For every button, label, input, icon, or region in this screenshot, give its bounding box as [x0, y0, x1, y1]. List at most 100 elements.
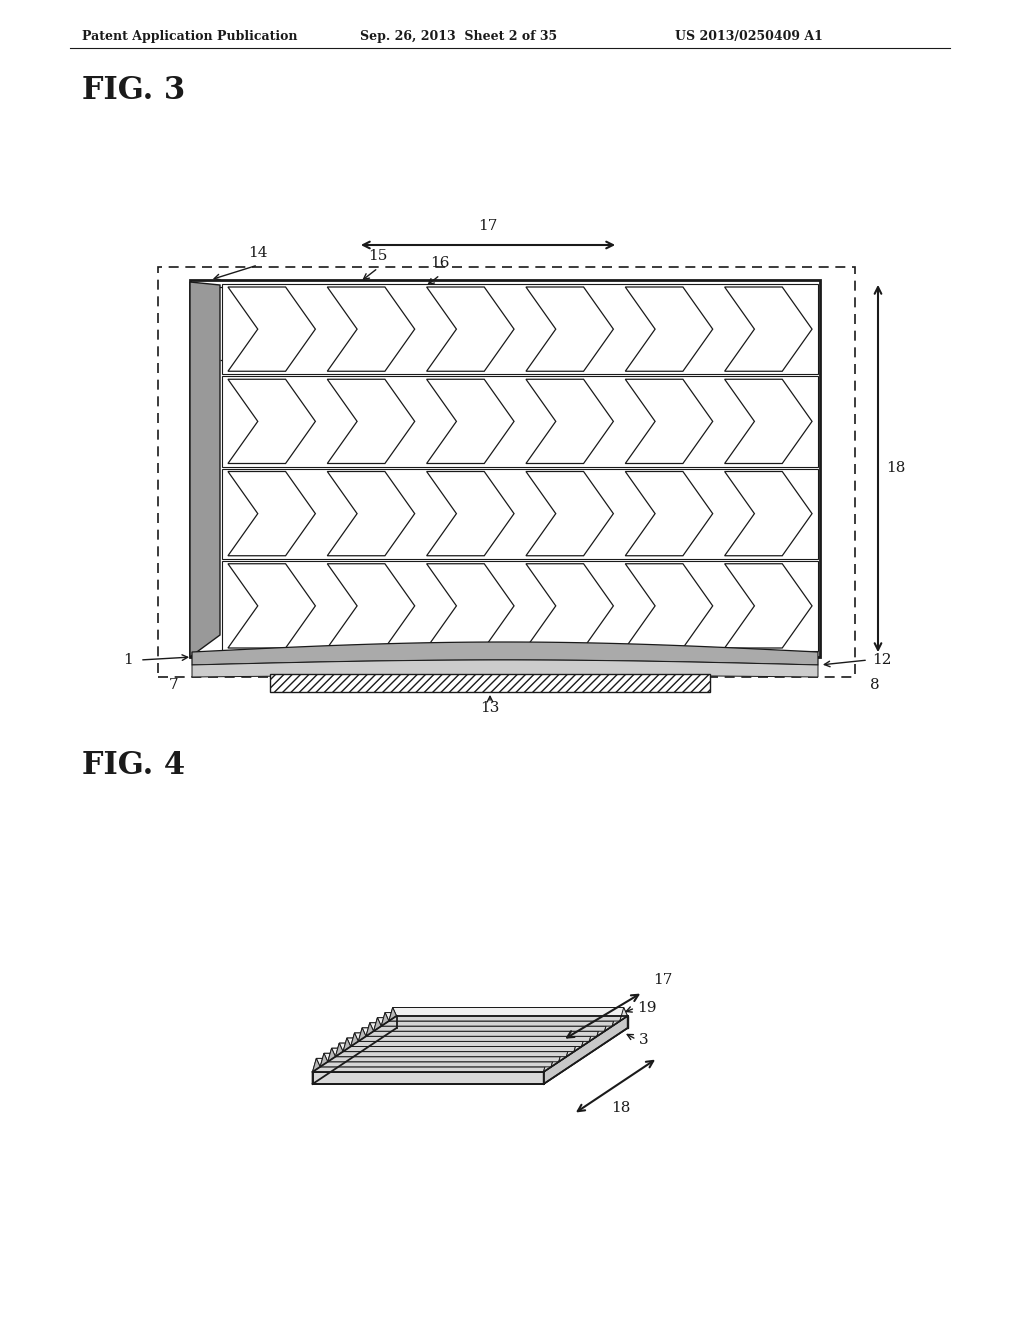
Polygon shape [312, 1016, 396, 1084]
Polygon shape [725, 471, 812, 556]
Polygon shape [626, 286, 713, 371]
Polygon shape [389, 1007, 624, 1022]
Polygon shape [316, 1059, 551, 1067]
Polygon shape [427, 379, 514, 463]
Polygon shape [228, 564, 315, 648]
Polygon shape [358, 1028, 593, 1041]
Polygon shape [381, 1012, 616, 1026]
Text: 18: 18 [886, 462, 905, 475]
Bar [222, 284, 818, 375]
Polygon shape [228, 471, 315, 556]
Polygon shape [725, 286, 812, 371]
Bar [222, 376, 818, 466]
Bar [200, 286, 770, 360]
Text: 14: 14 [248, 246, 267, 260]
Polygon shape [626, 379, 713, 463]
Polygon shape [389, 1007, 396, 1022]
Polygon shape [526, 379, 613, 463]
Polygon shape [385, 1012, 620, 1022]
Polygon shape [559, 1048, 566, 1061]
Polygon shape [370, 1023, 604, 1031]
Polygon shape [228, 286, 315, 371]
Polygon shape [312, 1028, 628, 1084]
Polygon shape [347, 1038, 582, 1047]
Polygon shape [366, 1023, 601, 1036]
Polygon shape [526, 286, 613, 371]
Text: 16: 16 [430, 256, 450, 271]
Polygon shape [597, 1023, 604, 1036]
Polygon shape [612, 1012, 620, 1026]
Polygon shape [350, 1034, 586, 1047]
Polygon shape [725, 379, 812, 463]
Polygon shape [332, 1048, 566, 1057]
Bar [190, 280, 820, 657]
Polygon shape [328, 564, 415, 648]
Polygon shape [343, 1038, 350, 1052]
Polygon shape [626, 471, 713, 556]
Text: Patent Application Publication: Patent Application Publication [82, 30, 298, 44]
Polygon shape [312, 1059, 547, 1072]
Polygon shape [725, 564, 812, 648]
Text: 18: 18 [610, 1101, 630, 1115]
Polygon shape [324, 1053, 559, 1061]
Text: 17: 17 [478, 219, 498, 234]
Polygon shape [336, 1043, 570, 1057]
Polygon shape [312, 1059, 321, 1072]
Text: 13: 13 [480, 701, 500, 715]
Polygon shape [526, 564, 613, 648]
Polygon shape [328, 1048, 562, 1061]
Text: 12: 12 [872, 653, 892, 667]
Polygon shape [582, 1034, 590, 1047]
Polygon shape [336, 1043, 343, 1057]
Polygon shape [396, 1016, 628, 1028]
Text: FIG. 4: FIG. 4 [82, 750, 185, 781]
Polygon shape [381, 1012, 389, 1026]
Polygon shape [544, 1059, 551, 1072]
Bar [222, 469, 818, 558]
Polygon shape [350, 1034, 358, 1047]
Text: 3: 3 [638, 1034, 648, 1047]
Bar [158, 267, 855, 677]
Text: 8: 8 [870, 678, 880, 692]
Polygon shape [354, 1034, 590, 1041]
Text: 19: 19 [637, 1001, 656, 1015]
Text: FIG. 3: FIG. 3 [82, 75, 185, 106]
Polygon shape [328, 1048, 336, 1061]
Polygon shape [626, 564, 713, 648]
Polygon shape [427, 286, 514, 371]
Polygon shape [551, 1053, 559, 1067]
Text: 1: 1 [123, 653, 133, 667]
Text: 7: 7 [168, 678, 178, 692]
Polygon shape [193, 642, 818, 665]
Polygon shape [328, 286, 415, 371]
Polygon shape [374, 1018, 608, 1031]
Polygon shape [544, 1016, 628, 1084]
Polygon shape [366, 1023, 374, 1036]
Polygon shape [374, 1018, 381, 1031]
Polygon shape [228, 379, 315, 463]
Polygon shape [321, 1053, 328, 1067]
Polygon shape [574, 1038, 582, 1052]
Polygon shape [328, 379, 415, 463]
Polygon shape [343, 1038, 578, 1052]
Polygon shape [392, 1007, 628, 1016]
Polygon shape [604, 1018, 612, 1031]
Polygon shape [321, 1053, 555, 1067]
Polygon shape [362, 1028, 597, 1036]
Polygon shape [190, 282, 220, 657]
Polygon shape [328, 471, 415, 556]
Bar [270, 675, 710, 692]
Polygon shape [427, 471, 514, 556]
Text: 15: 15 [369, 249, 388, 263]
Polygon shape [526, 471, 613, 556]
Polygon shape [312, 1016, 628, 1072]
Polygon shape [312, 1072, 544, 1084]
Polygon shape [590, 1028, 597, 1041]
Polygon shape [339, 1043, 574, 1052]
Polygon shape [378, 1018, 612, 1026]
Polygon shape [358, 1028, 366, 1041]
Bar [222, 561, 818, 651]
Text: US 2013/0250409 A1: US 2013/0250409 A1 [675, 30, 823, 44]
Polygon shape [193, 660, 818, 677]
Polygon shape [427, 564, 514, 648]
